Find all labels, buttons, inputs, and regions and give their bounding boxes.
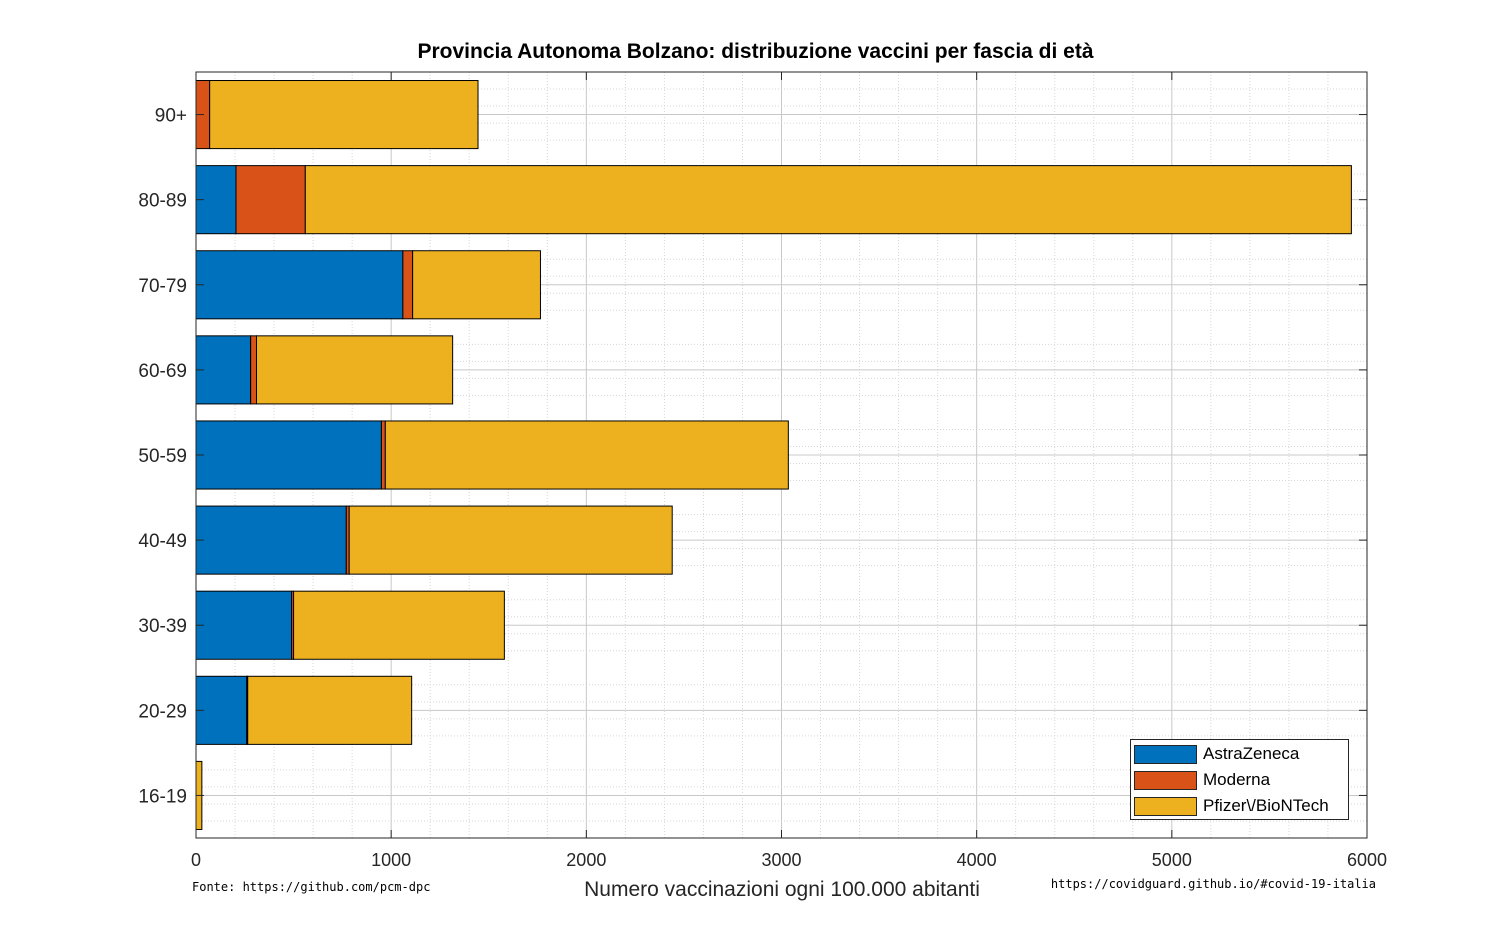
legend-label-moderna: Moderna bbox=[1203, 770, 1271, 789]
bar-60-69-astrazeneca bbox=[195, 335, 252, 405]
legend-swatch-astrazeneca bbox=[1134, 744, 1197, 764]
bar-60-69-moderna bbox=[250, 335, 258, 405]
bar-60-69-pfizerbiontech bbox=[256, 335, 454, 405]
bar-70-79-moderna bbox=[402, 250, 414, 320]
y-tick-label: 50-59 bbox=[138, 446, 187, 467]
bar-30-39-astrazeneca bbox=[195, 590, 293, 660]
x-tick-label: 6000 bbox=[1347, 850, 1387, 870]
legend-label-astrazeneca: AstraZeneca bbox=[1203, 744, 1300, 763]
legend-item-moderna: Moderna bbox=[1134, 769, 1270, 791]
bar-40-49-pfizerbiontech bbox=[348, 505, 673, 575]
bar-20-29-pfizerbiontech bbox=[247, 675, 413, 745]
bar-50-59-astrazeneca bbox=[195, 420, 382, 490]
legend-item-astrazeneca: AstraZeneca bbox=[1134, 743, 1299, 765]
bar-20-29-astrazeneca bbox=[195, 675, 248, 745]
x-tick-label: 4000 bbox=[957, 850, 997, 870]
bar-90+-pfizerbiontech bbox=[209, 80, 479, 150]
x-tick-label: 1000 bbox=[371, 850, 411, 870]
bar-50-59-pfizerbiontech bbox=[384, 420, 789, 490]
legend-item-pfizer: Pfizer\/BioNTech bbox=[1134, 795, 1329, 817]
y-tick-label: 40-49 bbox=[138, 531, 187, 552]
y-tick-label: 16-19 bbox=[138, 786, 187, 807]
x-axis-label: Numero vaccinazioni ogni 100.000 abitant… bbox=[584, 878, 980, 901]
x-tick-label: 2000 bbox=[566, 850, 606, 870]
source-right: https://covidguard.github.io/#covid-19-i… bbox=[1050, 877, 1376, 891]
legend: AstraZeneca Moderna Pfizer\/BioNTech bbox=[1130, 739, 1349, 820]
y-tick-label: 60-69 bbox=[138, 361, 187, 382]
bar-80-89-moderna bbox=[235, 165, 306, 235]
bar-70-79-pfizerbiontech bbox=[412, 250, 541, 320]
y-tick-label: 70-79 bbox=[138, 276, 187, 297]
axes bbox=[195, 71, 1368, 839]
bar-30-39-pfizerbiontech bbox=[293, 590, 505, 660]
y-tick-label: 30-39 bbox=[138, 616, 187, 637]
x-tick-label: 3000 bbox=[761, 850, 801, 870]
bars bbox=[195, 80, 1352, 830]
legend-swatch-pfizer bbox=[1134, 796, 1197, 816]
legend-label-pfizer: Pfizer\/BioNTech bbox=[1203, 796, 1329, 815]
y-tick-label: 80-89 bbox=[138, 191, 187, 212]
x-tick-label: 5000 bbox=[1152, 850, 1192, 870]
x-tick-label: 0 bbox=[191, 850, 201, 870]
source-left: Fonte: https://github.com/pcm-dpc bbox=[192, 880, 431, 894]
bar-80-89-pfizerbiontech bbox=[304, 165, 1352, 235]
bar-40-49-astrazeneca bbox=[195, 505, 347, 575]
y-tick-label: 90+ bbox=[155, 106, 187, 127]
tick-labels: 0 1000 2000 3000 4000 5000 6000 16-19 20-29 30-39… bbox=[138, 106, 1387, 870]
y-tick-label: 20-29 bbox=[138, 701, 187, 722]
chart-title: Provincia Autonoma Bolzano: distribuzion… bbox=[417, 40, 1094, 63]
bar-50-59-moderna bbox=[380, 420, 386, 490]
bar-70-79-astrazeneca bbox=[195, 250, 404, 320]
legend-swatch-moderna bbox=[1134, 770, 1197, 790]
